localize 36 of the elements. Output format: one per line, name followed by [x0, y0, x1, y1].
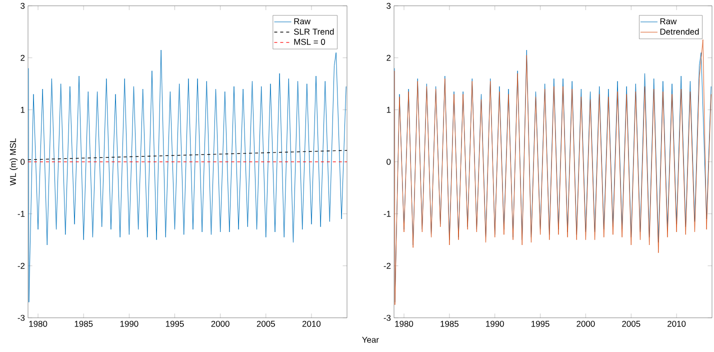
y-tick-label: -2	[384, 262, 391, 269]
legend-label: Raw	[294, 18, 311, 24]
y-tick-label: 2	[20, 54, 25, 61]
x-tick-label: 2000	[211, 320, 230, 327]
line-series	[28, 50, 346, 303]
x-axis-title: Year	[362, 336, 379, 343]
x-tick-label: 1990	[486, 320, 504, 327]
x-tick-label: 1985	[74, 320, 93, 327]
y-tick-label: -1	[18, 210, 25, 217]
y-tick-label: -3	[18, 314, 25, 321]
x-tick-label: 1980	[29, 320, 48, 327]
legend-label: SLR Trend	[294, 28, 334, 35]
y-tick-label: 1	[20, 106, 25, 113]
x-tick-label: 1995	[532, 320, 550, 327]
y-tick-label: 0	[20, 158, 25, 165]
legend-label: Detrended	[660, 28, 699, 35]
y-tick-label: 3	[386, 2, 391, 9]
x-tick-label: 2010	[668, 320, 686, 327]
legend-label: MSL = 0	[294, 38, 326, 45]
x-tick-label: 2005	[256, 320, 275, 327]
y-tick-label: -1	[384, 210, 391, 217]
x-tick-label: 1980	[395, 320, 414, 327]
x-tick-label: 2005	[622, 320, 640, 327]
y-tick-label: 3	[20, 2, 25, 9]
y-tick-label: -2	[18, 262, 25, 269]
x-tick-label: 1985	[440, 320, 458, 327]
legend-label: Raw	[660, 18, 677, 24]
x-tick-label: 2000	[576, 320, 595, 327]
y-tick-label: -3	[384, 314, 391, 321]
x-tick-label: 1995	[166, 320, 184, 327]
y-tick-label: 1	[386, 106, 391, 113]
y-axis-title: WL (m) MSL	[10, 138, 18, 186]
y-tick-label: 0	[386, 158, 391, 165]
x-tick-label: 2010	[302, 320, 321, 327]
x-tick-label: 1990	[120, 320, 138, 327]
y-tick-label: 2	[386, 54, 391, 61]
